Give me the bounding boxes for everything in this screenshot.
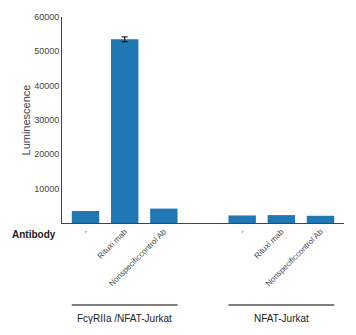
- svg-text:-: -: [81, 227, 89, 235]
- svg-text:Luminescence: Luminescence: [20, 85, 32, 156]
- svg-text:40000: 40000: [34, 81, 59, 91]
- svg-text:FcγRIIa /NFAT-Jurkat: FcγRIIa /NFAT-Jurkat: [77, 313, 172, 324]
- svg-text:60000: 60000: [34, 12, 59, 22]
- svg-text:Nonspecificcontrol Ab: Nonspecificcontrol Ab: [264, 227, 325, 288]
- svg-text:30000: 30000: [34, 115, 59, 125]
- svg-text:20000: 20000: [34, 149, 59, 159]
- svg-text:Rituxi mab: Rituxi mab: [96, 227, 129, 260]
- svg-text:Rituxi mab: Rituxi mab: [252, 227, 285, 260]
- svg-text:Nonspecificcontrol Ab: Nonspecificcontrol Ab: [107, 227, 168, 288]
- svg-text:10000: 10000: [34, 184, 59, 194]
- svg-text:50000: 50000: [34, 46, 59, 56]
- svg-text:Antibody: Antibody: [12, 229, 56, 240]
- svg-text:-: -: [238, 227, 246, 235]
- svg-text:NFAT-Jurkat: NFAT-Jurkat: [254, 313, 309, 324]
